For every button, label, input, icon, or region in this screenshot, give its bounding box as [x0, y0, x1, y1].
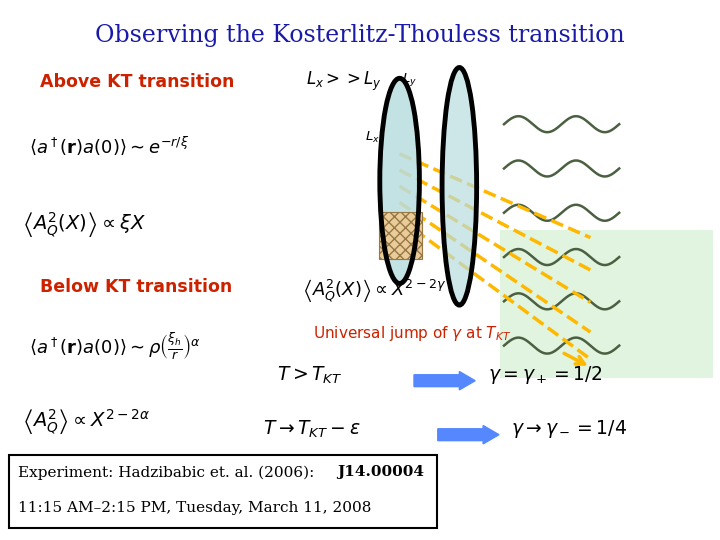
- Text: 11:15 AM–2:15 PM, Tuesday, March 11, 2008: 11:15 AM–2:15 PM, Tuesday, March 11, 200…: [18, 501, 372, 515]
- Text: Universal jump of $\gamma$ at $T_{KT}$: Universal jump of $\gamma$ at $T_{KT}$: [313, 324, 512, 343]
- Text: $\gamma \rightarrow \gamma_- = 1/4$: $\gamma \rightarrow \gamma_- = 1/4$: [511, 418, 627, 441]
- Ellipse shape: [380, 78, 419, 284]
- Text: $\langle a^\dagger(\mathbf{r})a(0)\rangle \sim \rho\left(\frac{\xi_h}{r}\right)^: $\langle a^\dagger(\mathbf{r})a(0)\rangl…: [29, 332, 201, 362]
- Text: $L_y$: $L_y$: [402, 71, 417, 88]
- FancyArrow shape: [438, 426, 499, 444]
- FancyArrow shape: [414, 372, 475, 390]
- Text: Experiment: Hadzibabic et. al. (2006):: Experiment: Hadzibabic et. al. (2006):: [18, 465, 319, 480]
- Text: $\left\langle A_Q^2(X)\right\rangle \propto X^{2-2\gamma}$: $\left\langle A_Q^2(X)\right\rangle \pro…: [302, 278, 447, 305]
- Text: Above KT transition: Above KT transition: [40, 73, 234, 91]
- Text: $L_x$$>>$$L_y$: $L_x$$>>$$L_y$: [306, 70, 382, 93]
- Text: J14.00004: J14.00004: [337, 465, 424, 480]
- FancyBboxPatch shape: [9, 455, 437, 528]
- Text: $T \rightarrow T_{KT} - \varepsilon$: $T \rightarrow T_{KT} - \varepsilon$: [263, 418, 361, 440]
- Bar: [379, 212, 422, 259]
- Text: Below KT transition: Below KT transition: [40, 278, 232, 296]
- Text: $\langle a^\dagger(\mathbf{r})a(0)\rangle \sim e^{-r/\xi}$: $\langle a^\dagger(\mathbf{r})a(0)\rangl…: [29, 135, 189, 157]
- Text: $\left\langle A_Q^2\right\rangle \propto X^{2-2\alpha}$: $\left\langle A_Q^2\right\rangle \propto…: [22, 408, 150, 437]
- Text: Observing the Kosterlitz-Thouless transition: Observing the Kosterlitz-Thouless transi…: [95, 24, 625, 48]
- Text: $\gamma = \gamma_+ = 1/2$: $\gamma = \gamma_+ = 1/2$: [488, 364, 603, 387]
- Text: $T > T_{KT}$: $T > T_{KT}$: [277, 364, 343, 386]
- Text: $L_x$: $L_x$: [365, 130, 380, 145]
- Text: $\left\langle A_Q^2(X)\right\rangle \propto \xi X$: $\left\langle A_Q^2(X)\right\rangle \pro…: [22, 211, 145, 240]
- Bar: [500, 230, 713, 378]
- Ellipse shape: [442, 68, 477, 305]
